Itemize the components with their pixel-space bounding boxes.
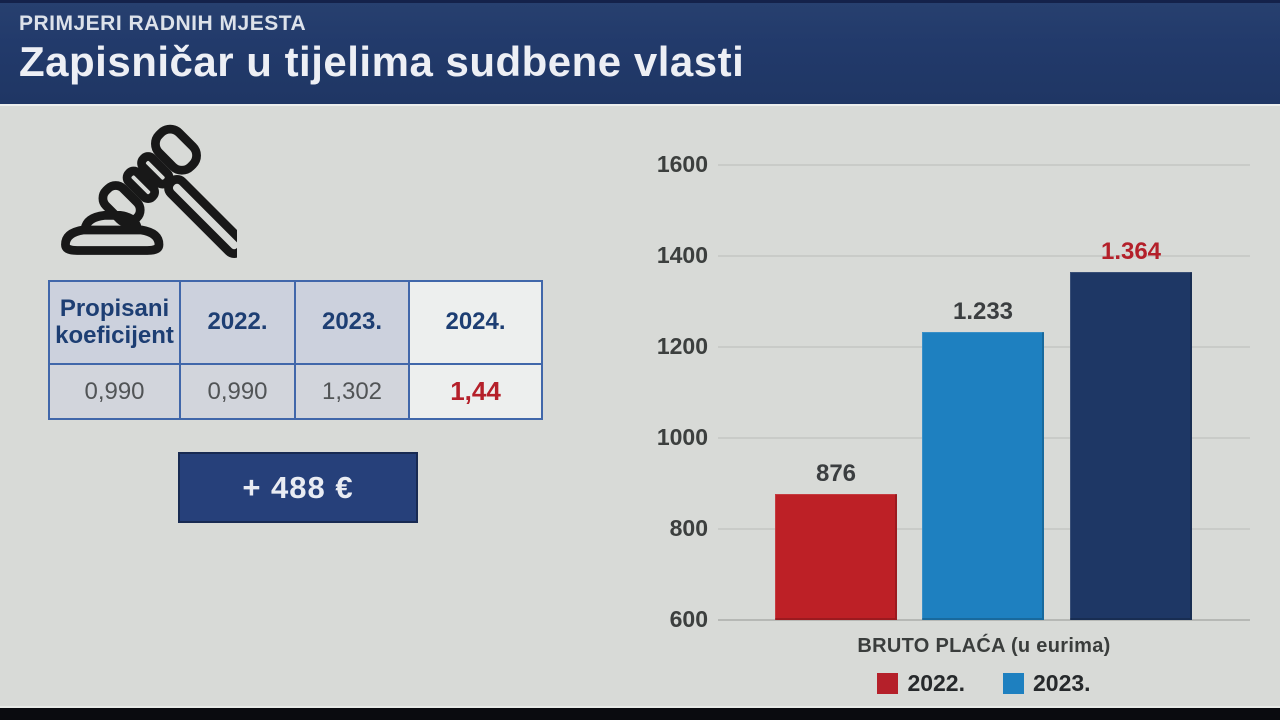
- gridline-1600: [718, 164, 1250, 166]
- bar-2023: [922, 331, 1044, 620]
- gridline-600: [718, 619, 1250, 621]
- y-tick-1200: 1200: [656, 333, 708, 359]
- table-header-2024: 2024.: [410, 282, 541, 363]
- legend-item-2022: 2022.: [877, 670, 965, 697]
- salary-increase-badge: + 488 €: [178, 452, 418, 523]
- legend-label: 2022.: [907, 670, 965, 696]
- legend-swatch-icon: [1003, 673, 1024, 694]
- legend-item-2023: 2023.: [1003, 670, 1091, 697]
- table-header-koeficijent: Propisani koeficijent: [50, 282, 179, 363]
- legend-swatch-icon: [877, 673, 899, 694]
- page-title: Zapisničar u tijelima sudbene vlasti: [19, 38, 745, 85]
- chart-x-axis-label: BRUTO PLAĆA (u eurima): [857, 635, 1111, 657]
- chart-legend: 2022. 2023.: [718, 670, 1250, 697]
- y-tick-800: 800: [669, 515, 708, 541]
- table-value-2022: 0,990: [181, 365, 294, 418]
- table-value-koeficijent: 0,990: [50, 365, 179, 418]
- coefficient-table: Propisani koeficijent 2022. 2023. 2024. …: [48, 280, 543, 420]
- table-header-2023: 2023.: [296, 282, 408, 363]
- table-value-2023: 1,302: [296, 365, 408, 418]
- gavel-icon: [42, 116, 248, 268]
- bar-value-label-2023: 1.233: [952, 297, 1014, 325]
- bar-value-label-2024: 1.364: [1100, 238, 1162, 266]
- bar-2022: [775, 494, 897, 620]
- y-tick-1600: 1600: [656, 151, 708, 177]
- legend-label: 2023.: [1033, 670, 1091, 696]
- table-header-2022: 2022.: [181, 282, 294, 363]
- y-tick-1000: 1000: [656, 424, 708, 450]
- bar-chart: BRUTO PLAĆA (u eurima) 2022. 2023. 600 800…: [640, 130, 1265, 710]
- y-tick-1400: 1400: [656, 242, 708, 268]
- bar-2024: [1070, 272, 1192, 620]
- slide-header: PRIMJERI RADNIH MJESTA Zapisničar u tije…: [0, 0, 1280, 104]
- table-value-2024: 1,44: [410, 365, 541, 418]
- gridline-1400: [718, 255, 1250, 257]
- header-kicker: PRIMJERI RADNIH MJESTA: [19, 12, 307, 35]
- y-tick-600: 600: [669, 606, 708, 632]
- bar-value-label-2022: 876: [815, 460, 857, 488]
- bottom-bar: [0, 706, 1280, 720]
